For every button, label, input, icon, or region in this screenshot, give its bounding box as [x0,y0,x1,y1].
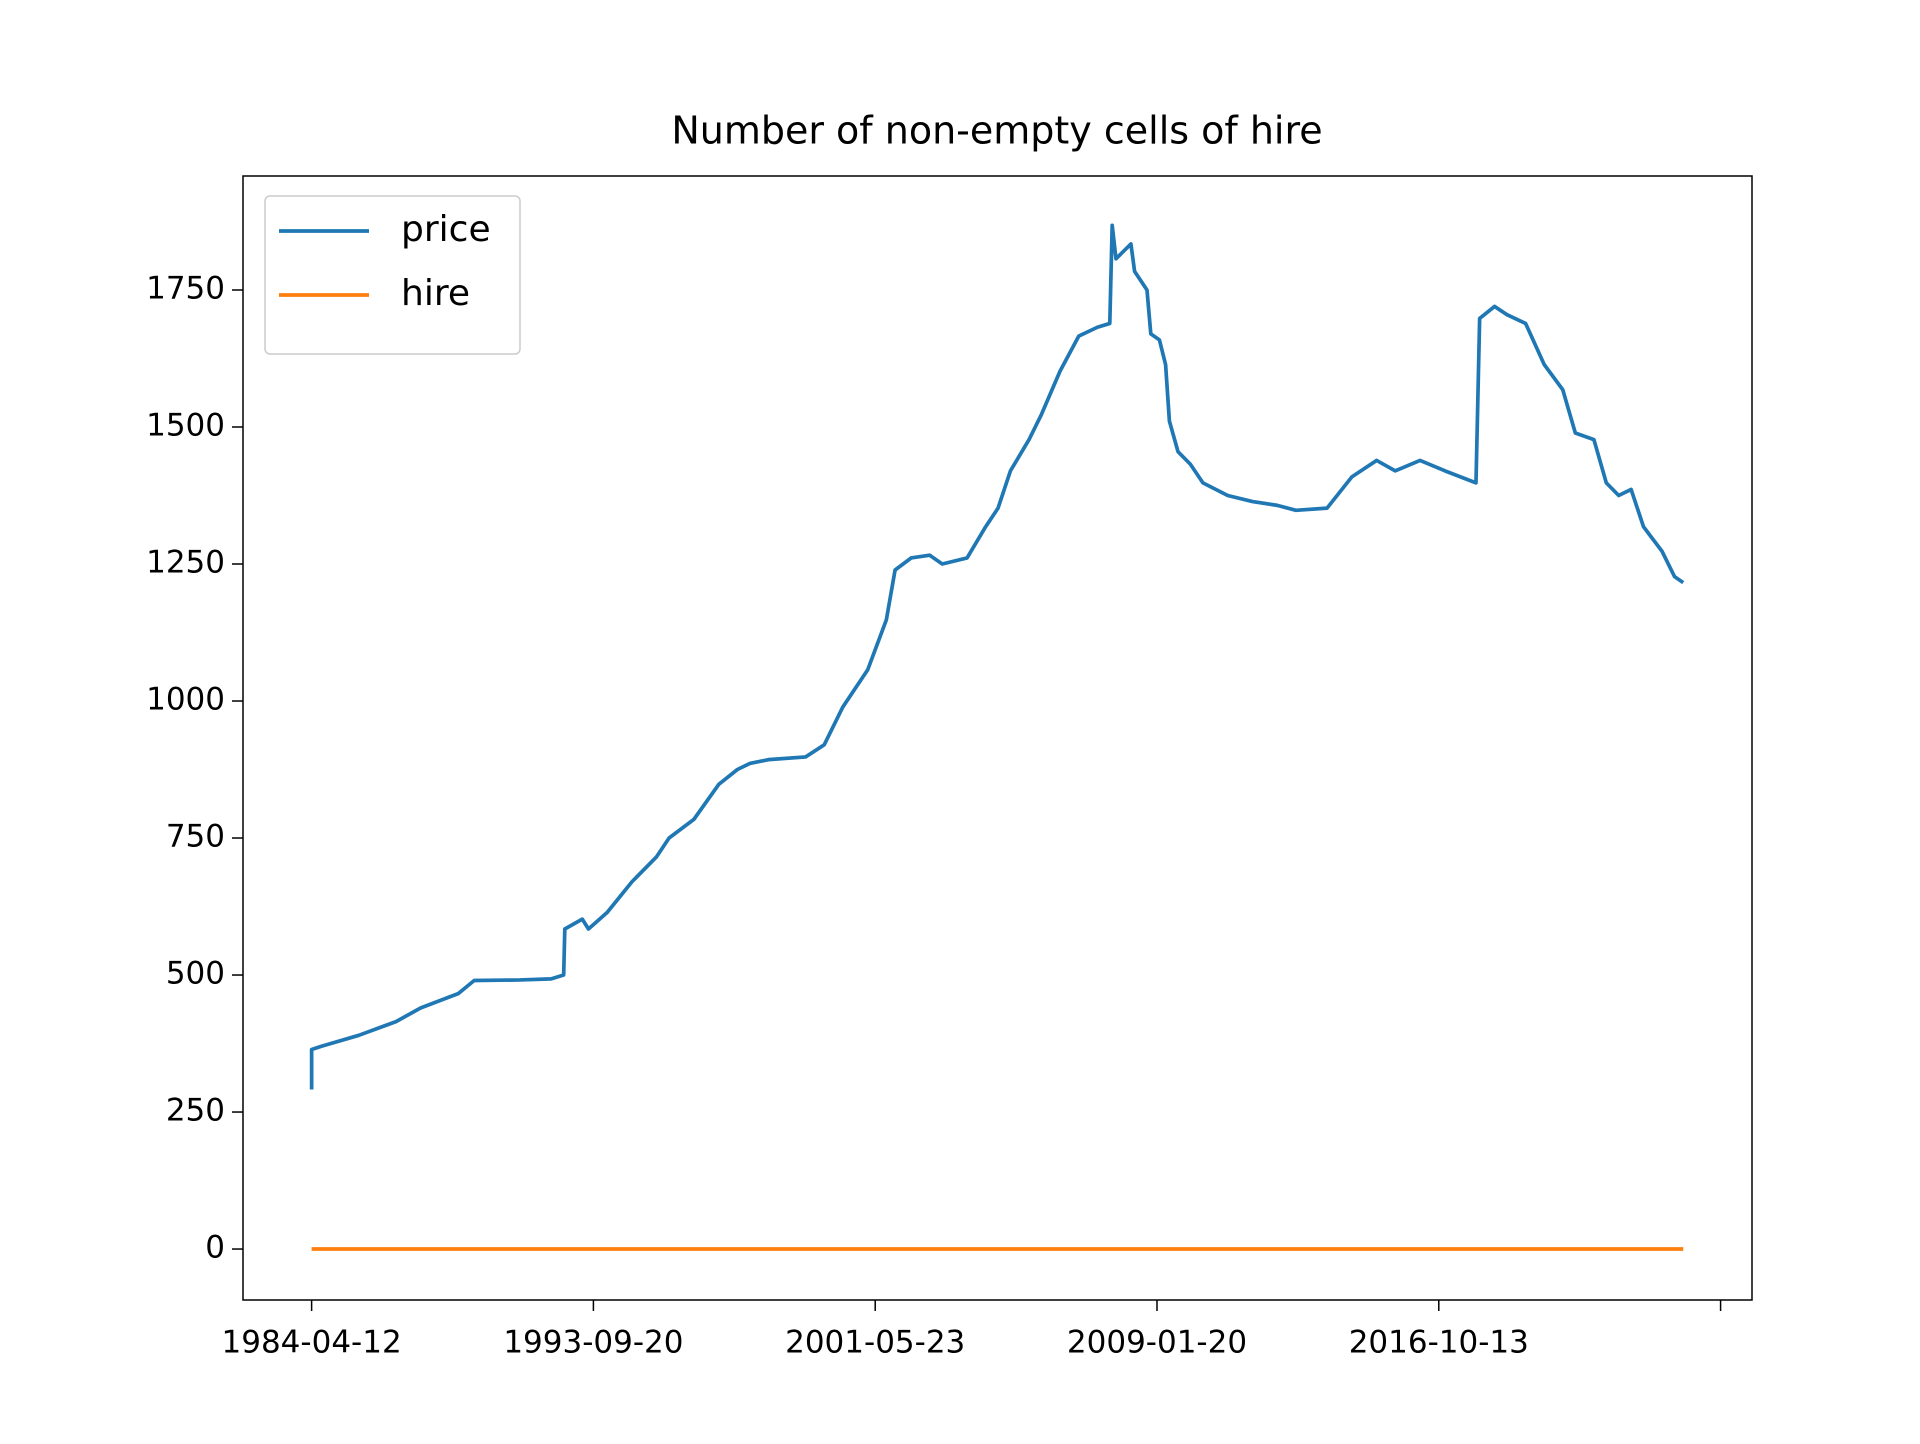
legend: price hire [264,195,521,355]
x-tick-label: 2016-10-13 [1349,1325,1529,1361]
y-tick-label: 1750 [146,270,225,306]
y-tick-label: 250 [166,1093,225,1129]
x-tick-label: 2001-05-23 [785,1325,965,1361]
y-tick-label: 500 [166,956,225,992]
legend-box [264,195,521,355]
y-tick-label: 1000 [146,682,225,718]
y-tick-label: 750 [166,819,225,855]
x-tick-label: 1993-09-20 [503,1325,683,1361]
x-tick-label: 2009-01-20 [1067,1325,1247,1361]
y-tick-label: 0 [205,1230,225,1266]
legend-label: hire [401,273,470,314]
y-tick-label: 1500 [146,407,225,443]
chart-title: Number of non-empty cells of hire [671,109,1322,153]
y-tick-label: 1250 [146,545,225,581]
plot-frame [242,175,1753,1301]
x-tick-label: 1984-04-12 [222,1325,402,1361]
series-line [309,223,1685,1090]
legend-label: price [401,209,491,250]
